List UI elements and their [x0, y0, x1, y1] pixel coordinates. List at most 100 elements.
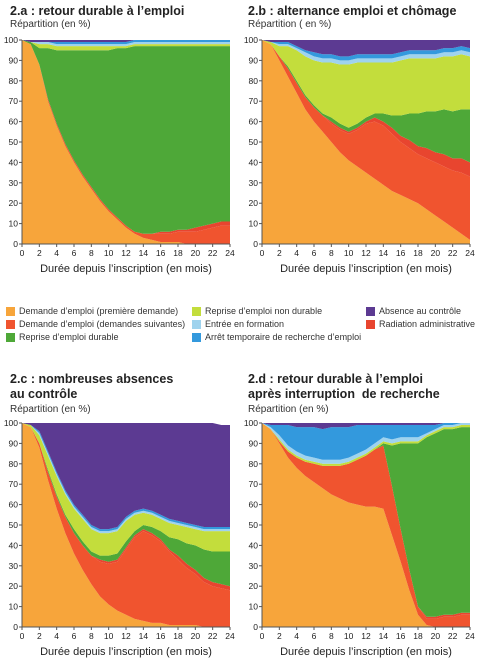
y-tick-label: 90: [249, 438, 259, 448]
legend-item: Radiation administrative: [366, 319, 475, 329]
y-tick-label: 0: [13, 622, 18, 632]
x-tick-label: 20: [431, 631, 441, 641]
y-tick-label: 20: [9, 581, 19, 591]
x-axis-label: Durée depuis l’inscription (en mois): [280, 646, 452, 658]
x-axis-label: Durée depuis l’inscription (en mois): [40, 646, 212, 658]
area-series-reprise-d-emploi-durable: [262, 40, 470, 163]
legend-item: Arrêt temporaire de recherche d’emploi: [192, 332, 361, 342]
x-axis-label: Durée depuis l’inscription (en mois): [40, 263, 212, 275]
x-tick-label: 20: [191, 631, 201, 641]
area-series-absence-au-controle: [22, 423, 230, 530]
y-tick-label: 100: [244, 35, 258, 45]
legend-swatch: [6, 319, 15, 329]
x-tick-label: 6: [312, 631, 317, 641]
legend-label: Absence au contrôle: [379, 306, 462, 316]
y-tick-label: 20: [249, 581, 259, 591]
x-axis-label: Durée depuis l’inscription (en mois): [280, 263, 452, 275]
y-tick-label: 10: [249, 602, 259, 612]
area-series-entree-en-formation: [262, 40, 470, 65]
x-tick-label: 18: [413, 631, 423, 641]
y-tick-label: 0: [253, 622, 258, 632]
x-tick-label: 4: [54, 631, 59, 641]
y-tick-label: 30: [249, 178, 259, 188]
x-tick-label: 20: [191, 248, 201, 258]
x-tick-label: 22: [208, 631, 218, 641]
x-tick-label: 10: [104, 248, 114, 258]
x-tick-label: 6: [72, 248, 77, 258]
x-tick-label: 16: [156, 248, 166, 258]
legend-item: Demande d’emploi (première demande): [6, 306, 178, 316]
x-tick-label: 14: [379, 631, 389, 641]
y-tick-label: 40: [249, 157, 259, 167]
area-series-entree-en-formation: [22, 40, 230, 47]
legend: Demande d’emploi (première demande) Dema…: [4, 300, 480, 346]
area-series-reprise-d-emploi-non-durable: [262, 40, 470, 128]
y-tick-label: 50: [9, 520, 19, 530]
x-tick-label: 4: [294, 631, 299, 641]
x-tick-label: 0: [260, 248, 265, 258]
y-tick-label: 80: [9, 76, 19, 86]
x-tick-label: 8: [89, 248, 94, 258]
area-series-arret-temporaire-de-recherche-d-emploi: [262, 40, 470, 61]
panel-title: 2.d : retour durable à l’emploi après in…: [248, 372, 440, 401]
x-tick-label: 14: [139, 631, 149, 641]
legend-swatch: [192, 332, 201, 342]
x-tick-label: 24: [225, 248, 235, 258]
area-series-radiation-administrative: [262, 40, 470, 177]
y-tick-label: 30: [9, 561, 19, 571]
y-tick-label: 10: [9, 219, 19, 229]
x-tick-label: 12: [361, 631, 371, 641]
y-tick-label: 60: [249, 117, 259, 127]
panel-title: 2.c : nombreuses absences au contrôle: [10, 372, 174, 401]
y-tick-label: 40: [9, 157, 19, 167]
area-series-demande-d-emploi-premiere-demande: [262, 40, 470, 244]
x-tick-label: 10: [344, 248, 354, 258]
y-tick-label: 80: [249, 459, 259, 469]
area-series-absence-au-controle: [262, 40, 470, 57]
y-tick-label: 30: [249, 561, 259, 571]
legend-swatch: [192, 306, 201, 316]
panel-title: 2.a : retour durable à l’emploi: [10, 4, 185, 18]
x-tick-label: 24: [465, 248, 475, 258]
y-tick-label: 60: [9, 117, 19, 127]
y-tick-label: 100: [4, 418, 18, 428]
legend-swatch: [366, 319, 375, 329]
legend-label: Reprise d’emploi durable: [19, 332, 119, 342]
x-tick-label: 6: [72, 631, 77, 641]
x-tick-label: 16: [396, 248, 406, 258]
y-tick-label: 10: [249, 219, 259, 229]
y-tick-label: 60: [249, 500, 259, 510]
y-tick-label: 60: [9, 500, 19, 510]
y-tick-label: 100: [244, 418, 258, 428]
panel-c: 2.c : nombreuses absences au contrôle Ré…: [0, 370, 240, 660]
x-tick-label: 24: [465, 631, 475, 641]
x-tick-label: 0: [20, 248, 25, 258]
area-series-reprise-d-emploi-non-durable: [22, 40, 230, 51]
y-tick-label: 20: [249, 198, 259, 208]
y-tick-label: 70: [249, 96, 259, 106]
x-tick-label: 8: [89, 631, 94, 641]
legend-swatch: [192, 319, 201, 329]
legend-item: Demande d’emploi (demandes suivantes): [6, 319, 185, 329]
panel-b: 2.b : alternance emploi et chômage Répar…: [240, 0, 480, 290]
x-tick-label: 0: [20, 631, 25, 641]
x-tick-label: 16: [156, 631, 166, 641]
legend-item: Entrée en formation: [192, 319, 284, 329]
area-series-demande-d-emploi-premiere-demande: [22, 423, 230, 627]
area-series-absence-au-controle: [262, 423, 470, 430]
x-tick-label: 2: [37, 248, 42, 258]
legend-label: Demande d’emploi (demandes suivantes): [19, 319, 186, 329]
y-tick-label: 80: [249, 76, 259, 86]
x-tick-label: 6: [312, 248, 317, 258]
area-series-reprise-d-emploi-non-durable: [22, 423, 230, 556]
y-tick-label: 80: [9, 459, 19, 469]
y-axis-label: Répartition ( en %): [248, 19, 332, 30]
legend-label: Arrêt temporaire de recherche d’emploi: [205, 332, 362, 342]
area-series-demande-d-emploi-premiere-demande: [262, 423, 470, 627]
legend-item: Absence au contrôle: [366, 306, 461, 316]
area-series-demande-d-emploi-demandes-suivantes: [262, 40, 470, 240]
y-tick-label: 70: [9, 479, 19, 489]
y-tick-label: 0: [253, 239, 258, 249]
